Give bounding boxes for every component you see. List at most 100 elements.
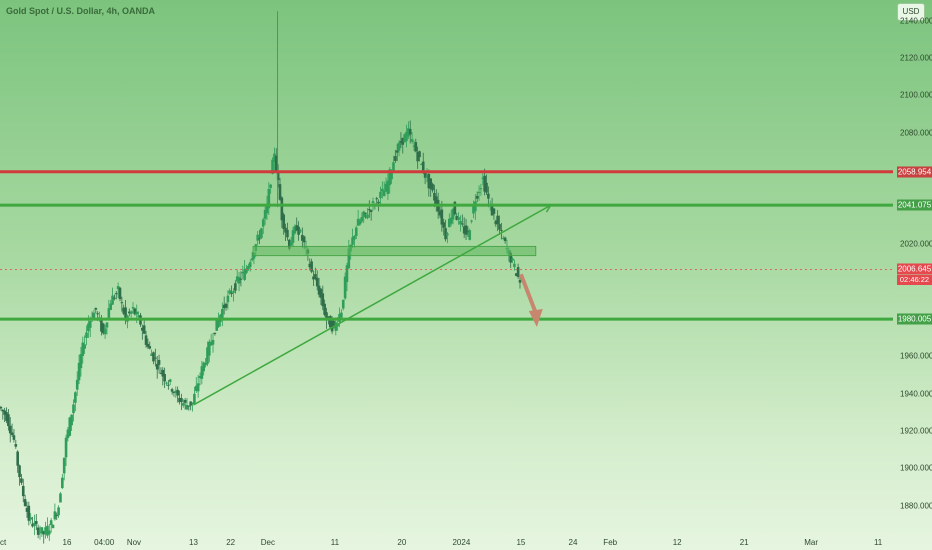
y-tick-label: 1960.000 xyxy=(900,351,932,361)
candle-body xyxy=(49,520,53,525)
candle-body xyxy=(161,369,165,377)
candle-body xyxy=(310,261,313,272)
candle-body xyxy=(514,273,518,276)
projection-arrow xyxy=(519,273,538,314)
symbol-title[interactable]: Gold Spot / U.S. Dollar, 4h, OANDA xyxy=(6,6,156,16)
candle-body xyxy=(403,134,406,143)
candle-body xyxy=(7,414,10,427)
level-price-badge: 1980.005 xyxy=(897,313,932,325)
candle-body xyxy=(420,164,423,166)
candle-body xyxy=(312,276,315,280)
candle-body xyxy=(187,405,191,407)
candle-body xyxy=(129,311,133,314)
x-tick-label: 11 xyxy=(330,538,340,547)
x-tick-label: 20 xyxy=(397,538,407,547)
candle-body xyxy=(18,465,21,478)
candle-body xyxy=(44,527,47,535)
candle-body xyxy=(258,238,261,240)
candle-body xyxy=(287,239,291,249)
x-tick-label: 04:00 xyxy=(94,538,115,547)
candle-body xyxy=(116,286,120,290)
candle-body xyxy=(16,451,19,466)
candle-body xyxy=(418,151,421,158)
candle-body xyxy=(386,180,390,195)
candle-body xyxy=(340,312,343,318)
x-tick-label: 12 xyxy=(672,538,682,547)
candle-body xyxy=(343,276,347,299)
candle-body xyxy=(23,499,27,507)
x-tick-label: Feb xyxy=(603,538,618,547)
candle-body xyxy=(150,353,153,356)
candle-body xyxy=(475,195,479,199)
candle-body xyxy=(321,293,325,307)
currency-button[interactable]: USD xyxy=(897,3,925,21)
candle-body xyxy=(127,311,131,314)
candle-body xyxy=(291,230,295,243)
candle-body xyxy=(382,190,386,197)
candle-body xyxy=(427,173,431,189)
candle-body xyxy=(68,417,72,436)
y-tick-label: 1920.000 xyxy=(900,426,932,436)
candle-body xyxy=(122,307,126,314)
x-tick-label: Mar xyxy=(804,538,819,547)
y-tick-label: 2100.000 xyxy=(900,90,932,100)
candle-body xyxy=(245,268,248,273)
candle-body xyxy=(114,293,118,295)
candle-body xyxy=(31,523,34,527)
candle-body xyxy=(131,307,135,309)
candle-body xyxy=(260,228,263,238)
candle-body xyxy=(211,339,215,345)
candle-body xyxy=(105,322,109,328)
candle-body xyxy=(295,225,299,231)
candle-body xyxy=(247,265,250,270)
candle-body xyxy=(10,432,14,435)
candle-body xyxy=(492,208,496,214)
candle-body xyxy=(341,299,345,309)
y-tick-label: 2020.000 xyxy=(900,239,932,249)
candle-body xyxy=(503,237,507,241)
candle-body xyxy=(390,170,393,180)
x-tick-label: Nov xyxy=(126,538,142,547)
candle-body xyxy=(440,209,444,225)
bar-countdown: 02:46:22 xyxy=(897,274,932,285)
candle-body xyxy=(332,321,336,326)
candle-body xyxy=(317,285,321,295)
candle-body xyxy=(466,230,470,233)
candle-body xyxy=(494,220,498,225)
candle-body xyxy=(299,230,302,232)
candle-body xyxy=(181,403,185,406)
candle-body xyxy=(459,220,462,225)
candle-body xyxy=(334,322,338,331)
candle-body xyxy=(405,131,408,141)
candle-body xyxy=(388,169,392,185)
candle-body xyxy=(34,521,38,525)
candle-body xyxy=(191,402,194,405)
candle-body xyxy=(308,263,312,268)
candle-body xyxy=(407,128,410,137)
candle-body xyxy=(455,216,459,220)
candle-body xyxy=(217,318,220,327)
candle-body xyxy=(276,171,280,180)
candle-body xyxy=(425,175,429,178)
candle-body xyxy=(25,508,29,512)
candle-body xyxy=(319,288,323,298)
y-tick-label: 2140.000 xyxy=(900,16,932,26)
candle-body xyxy=(66,429,70,438)
candle-body xyxy=(194,385,198,391)
candle-body xyxy=(289,242,293,246)
x-tick-label: Dec xyxy=(260,538,276,547)
candle-body xyxy=(107,308,111,318)
candle-body xyxy=(457,217,460,220)
candle-body xyxy=(92,312,96,320)
candle-body xyxy=(137,315,140,317)
x-tick-label: 22 xyxy=(226,538,236,547)
candle-body xyxy=(429,178,432,189)
candle-body xyxy=(196,383,200,392)
candle-body xyxy=(358,220,362,225)
candle-body xyxy=(433,193,436,201)
candle-body xyxy=(3,410,6,415)
candle-body xyxy=(206,347,209,364)
candle-body xyxy=(498,224,501,230)
